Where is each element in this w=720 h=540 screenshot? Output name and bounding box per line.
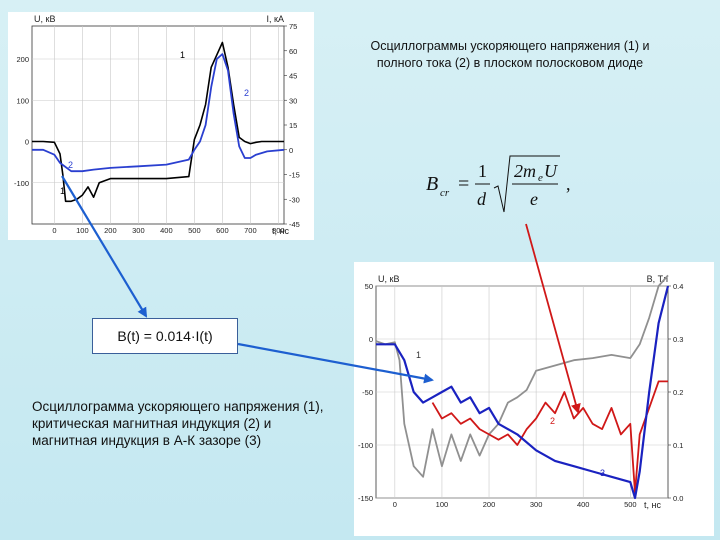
chart1-y-left-tick-label-1: 100	[16, 96, 29, 105]
chart2-y-left-tick-label-3: -100	[358, 441, 373, 450]
chart-voltage-current: 0 100 200 300 400 500 600 700 800 200 100 0 -100 75 60…	[8, 12, 314, 240]
chart1-y-right-tick-label-5: 0	[289, 146, 293, 155]
chart1-x-tick-label-6: 600	[216, 226, 229, 235]
chart2-series-1-line	[375, 274, 669, 478]
chart1-x-tick-label-0: 0	[52, 226, 56, 235]
chart2-x-axis-title: t, нс	[644, 500, 661, 510]
chart1-series-2-line	[32, 53, 285, 173]
chart1-y-left-axis-title: U, кВ	[34, 14, 55, 24]
chart1-x-tick-label-2: 200	[104, 226, 117, 235]
chart1-y-right-tick-label-3: 30	[289, 96, 297, 105]
chart1-y-right-tick-label-0: 75	[289, 22, 297, 31]
chart1-y-right-tick-label-8: -45	[289, 220, 300, 229]
chart-voltage-induction: 0 100 200 300 400 500 50 0 -50 -100 -150 0.4 0.3 0.2 0…	[354, 262, 714, 536]
chart2-y-right-tick-label-1: 0.3	[673, 335, 683, 344]
chart1-x-tick-label-7: 700	[244, 226, 257, 235]
chart2-x-tick-label-1: 100	[436, 500, 449, 509]
formula-num: 1	[478, 161, 487, 181]
chart1-y-left-tick-label-3: -100	[14, 179, 29, 188]
chart2-x-tick-label-2: 200	[483, 500, 496, 509]
chart2-series-2-line	[431, 380, 668, 494]
arrow-formula-to-series-2	[525, 223, 581, 414]
formula-radical	[493, 155, 560, 213]
chart1-series-label-1: 2	[244, 88, 249, 98]
formula-lhs-sub: cr	[440, 187, 450, 199]
chart1-y-right-tick-label-4: 15	[289, 121, 297, 130]
caption-bottom: Осциллограмма ускоряющего напряжения (1)…	[32, 399, 324, 448]
chart-voltage-induction-plot: 0 100 200 300 400 500500-50-100-1500.40.30.20…	[358, 274, 683, 510]
chart1-x-tick-label-1: 100	[76, 226, 89, 235]
chart2-x-tick-label-5: 500	[624, 500, 637, 509]
chart1-y-right-tick-label-2: 45	[289, 72, 297, 81]
chart1-series-label-3: 1	[60, 186, 65, 196]
induction-formula-box: B(t) = 0.014·I(t)	[92, 318, 238, 354]
chart2-x-tick-label-4: 400	[577, 500, 590, 509]
chart2-y-right-axis-title: B, Тл	[647, 274, 668, 284]
chart2-y-left-tick-label-4: -150	[358, 494, 373, 503]
chart1-x-axis-title: t, нс	[272, 226, 289, 236]
formula-rad-num: 2m	[514, 161, 536, 181]
chart1-series-1-line	[32, 41, 284, 203]
chart1-y-left-tick-label-2: 0	[25, 138, 29, 147]
chart2-y-right-tick-label-4: 0.0	[673, 494, 683, 503]
formula-lhs: B	[426, 173, 438, 195]
caption-top-line-2: полного тока (2) в плоском полосковом ди…	[376, 56, 644, 70]
chart1-series-label-0: 1	[180, 50, 185, 60]
arrow-current-to-bt	[61, 175, 148, 318]
chart2-y-left-tick-label-1: 0	[369, 335, 373, 344]
chart2-y-right-tick-label-2: 0.2	[673, 388, 683, 397]
chart1-y-right-axis-title: I, кА	[267, 14, 284, 24]
chart-voltage-current-plot: 0 100 200 300 400 500 600 700 8002001000-1007560…	[14, 14, 300, 236]
formula-rad-den: e	[530, 189, 538, 209]
formula-rad-num-sub: e	[538, 172, 543, 184]
formula-trail: ,	[566, 174, 571, 194]
formula-rad-num-tail: U	[544, 161, 558, 181]
chart2-x-tick-label-3: 300	[530, 500, 543, 509]
chart2-y-left-tick-label-2: -50	[362, 388, 373, 397]
chart2-series-label-1: 2	[550, 416, 555, 426]
chart1-x-tick-label-4: 400	[160, 226, 173, 235]
caption-top-line-1: Осциллограммы ускоряющего напряжения (1)…	[370, 39, 650, 53]
formula-den: d	[477, 189, 487, 209]
chart2-y-left-axis-title: U, кВ	[378, 274, 399, 284]
chart2-y-left-tick-label-0: 50	[365, 282, 373, 291]
chart2-series-3-line	[376, 285, 670, 500]
chart2-series-label-2: 3	[600, 468, 605, 478]
chart1-x-tick-label-5: 500	[188, 226, 201, 235]
induction-formula-text: B(t) = 0.014·I(t)	[117, 328, 213, 344]
formula-equals: =	[458, 173, 469, 195]
chart2-y-right-tick-label-3: 0.1	[673, 441, 683, 450]
chart1-y-right-tick-label-7: -30	[289, 195, 300, 204]
chart1-series-label-2: 2	[68, 160, 73, 170]
arrow-bt-to-series-3	[237, 342, 434, 384]
critical-induction-formula: B cr = 1 d 2m e U e ,	[426, 155, 571, 213]
caption-top: Осциллограммы ускоряющего напряжения (1)…	[330, 38, 690, 72]
chart1-x-tick-label-3: 300	[132, 226, 145, 235]
chart2-x-tick-label-0: 0	[393, 500, 397, 509]
chart2-series-label-0: 1	[416, 350, 421, 360]
chart1-x-tick-label-8: 800	[272, 226, 285, 235]
chart1-y-right-tick-label-6: -15	[289, 171, 300, 180]
chart1-y-right-tick-label-1: 60	[289, 47, 297, 56]
chart1-y-left-tick-label-0: 200	[16, 55, 29, 64]
chart2-y-right-tick-label-0: 0.4	[673, 282, 683, 291]
